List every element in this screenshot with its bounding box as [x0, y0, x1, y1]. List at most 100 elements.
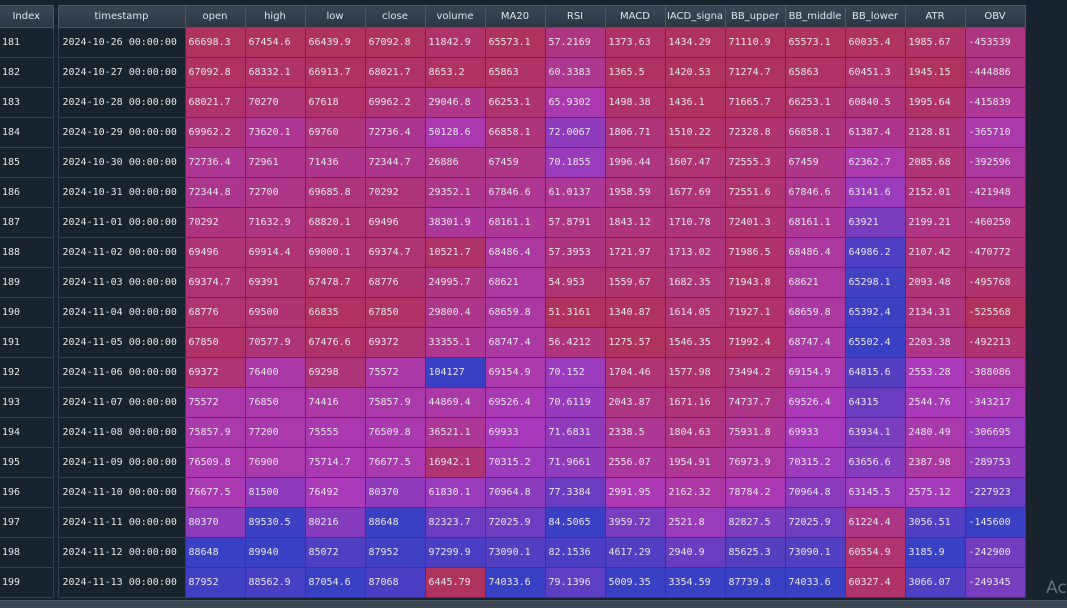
- cell-high[interactable]: 67454.6: [244, 27, 306, 58]
- cell-bb-lower[interactable]: 64315: [844, 387, 906, 418]
- cell-low[interactable]: 69000.1: [304, 237, 366, 268]
- cell-close[interactable]: 72344.7: [364, 147, 426, 178]
- cell-ma20[interactable]: 73090.1: [484, 537, 546, 568]
- row-index[interactable]: 187: [0, 207, 54, 238]
- row-index[interactable]: 194: [0, 417, 54, 448]
- cell-close[interactable]: 76509.8: [364, 417, 426, 448]
- column-header-open[interactable]: open: [184, 5, 246, 28]
- cell-bb-upper[interactable]: 82827.5: [724, 507, 786, 538]
- cell-macd[interactable]: 5009.35: [604, 567, 666, 598]
- column-header-index[interactable]: Index: [0, 5, 54, 28]
- cell-rsi[interactable]: 79.1396: [544, 567, 606, 598]
- row-index[interactable]: 185: [0, 147, 54, 178]
- column-header-timestamp[interactable]: timestamp: [57, 5, 186, 28]
- cell-high[interactable]: 72961: [244, 147, 306, 178]
- cell-ma20[interactable]: 74033.6: [484, 567, 546, 598]
- cell-atr[interactable]: 2152.01: [904, 177, 966, 208]
- cell-high[interactable]: 71632.9: [244, 207, 306, 238]
- cell-bb-lower[interactable]: 61387.4: [844, 117, 906, 148]
- cell-bb-upper[interactable]: 85625.3: [724, 537, 786, 568]
- cell-open[interactable]: 76677.5: [184, 477, 246, 508]
- cell-low[interactable]: 69760: [304, 117, 366, 148]
- cell-close[interactable]: 68776: [364, 267, 426, 298]
- cell-open[interactable]: 67092.8: [184, 57, 246, 88]
- cell-obv[interactable]: -242900: [964, 537, 1026, 568]
- cell-timestamp[interactable]: 2024-11-04 00:00:00: [57, 297, 186, 328]
- cell-iacd-signa[interactable]: 3354.59: [664, 567, 726, 598]
- cell-ma20[interactable]: 68659.8: [484, 297, 546, 328]
- cell-iacd-signa[interactable]: 1546.35: [664, 327, 726, 358]
- cell-iacd-signa[interactable]: 1713.02: [664, 237, 726, 268]
- cell-bb-upper[interactable]: 72328.8: [724, 117, 786, 148]
- cell-bb-middle[interactable]: 65573.1: [784, 27, 846, 58]
- cell-bb-middle[interactable]: 67459: [784, 147, 846, 178]
- cell-volume[interactable]: 50128.6: [424, 117, 486, 148]
- column-header-ma20[interactable]: MA20: [484, 5, 546, 28]
- cell-macd[interactable]: 2991.95: [604, 477, 666, 508]
- cell-open[interactable]: 72344.8: [184, 177, 246, 208]
- cell-obv[interactable]: -444886: [964, 57, 1026, 88]
- cell-ma20[interactable]: 65863: [484, 57, 546, 88]
- cell-macd[interactable]: 1373.63: [604, 27, 666, 58]
- cell-bb-middle[interactable]: 68161.1: [784, 207, 846, 238]
- cell-bb-lower[interactable]: 60554.9: [844, 537, 906, 568]
- cell-bb-middle[interactable]: 70315.2: [784, 447, 846, 478]
- column-header-bb-middle[interactable]: BB_middle: [784, 5, 846, 28]
- cell-atr[interactable]: 2544.76: [904, 387, 966, 418]
- cell-obv[interactable]: -421948: [964, 177, 1026, 208]
- cell-bb-lower[interactable]: 63934.1: [844, 417, 906, 448]
- cell-low[interactable]: 67476.6: [304, 327, 366, 358]
- cell-ma20[interactable]: 66253.1: [484, 87, 546, 118]
- row-index[interactable]: 182: [0, 57, 54, 88]
- cell-obv[interactable]: -470772: [964, 237, 1026, 268]
- cell-high[interactable]: 72700: [244, 177, 306, 208]
- row-index[interactable]: 191: [0, 327, 54, 358]
- cell-close[interactable]: 69962.2: [364, 87, 426, 118]
- cell-iacd-signa[interactable]: 1710.78: [664, 207, 726, 238]
- cell-open[interactable]: 87952: [184, 567, 246, 598]
- row-index[interactable]: 199: [0, 567, 54, 598]
- cell-volume[interactable]: 36521.1: [424, 417, 486, 448]
- cell-atr[interactable]: 2085.68: [904, 147, 966, 178]
- cell-bb-middle[interactable]: 74033.6: [784, 567, 846, 598]
- cell-bb-lower[interactable]: 60451.3: [844, 57, 906, 88]
- cell-macd[interactable]: 1843.12: [604, 207, 666, 238]
- cell-timestamp[interactable]: 2024-11-05 00:00:00: [57, 327, 186, 358]
- cell-bb-upper[interactable]: 74737.7: [724, 387, 786, 418]
- cell-ma20[interactable]: 68747.4: [484, 327, 546, 358]
- cell-obv[interactable]: -306695: [964, 417, 1026, 448]
- cell-rsi[interactable]: 54.953: [544, 267, 606, 298]
- cell-ma20[interactable]: 68161.1: [484, 207, 546, 238]
- cell-low[interactable]: 68820.1: [304, 207, 366, 238]
- cell-obv[interactable]: -343217: [964, 387, 1026, 418]
- cell-high[interactable]: 70577.9: [244, 327, 306, 358]
- column-header-iacd-signa[interactable]: IACD_signa: [664, 5, 726, 28]
- cell-atr[interactable]: 2107.42: [904, 237, 966, 268]
- cell-obv[interactable]: -460250: [964, 207, 1026, 238]
- cell-bb-middle[interactable]: 66858.1: [784, 117, 846, 148]
- cell-bb-middle[interactable]: 72025.9: [784, 507, 846, 538]
- cell-bb-upper[interactable]: 71992.4: [724, 327, 786, 358]
- cell-atr[interactable]: 2553.28: [904, 357, 966, 388]
- cell-timestamp[interactable]: 2024-11-12 00:00:00: [57, 537, 186, 568]
- cell-obv[interactable]: -289753: [964, 447, 1026, 478]
- cell-timestamp[interactable]: 2024-10-28 00:00:00: [57, 87, 186, 118]
- cell-atr[interactable]: 1995.64: [904, 87, 966, 118]
- cell-timestamp[interactable]: 2024-11-09 00:00:00: [57, 447, 186, 478]
- cell-atr[interactable]: 1985.67: [904, 27, 966, 58]
- cell-iacd-signa[interactable]: 2162.32: [664, 477, 726, 508]
- cell-atr[interactable]: 1945.15: [904, 57, 966, 88]
- column-splitter[interactable]: [53, 5, 58, 28]
- cell-macd[interactable]: 1996.44: [604, 147, 666, 178]
- cell-bb-middle[interactable]: 69933: [784, 417, 846, 448]
- cell-iacd-signa[interactable]: 1682.35: [664, 267, 726, 298]
- cell-macd[interactable]: 1721.97: [604, 237, 666, 268]
- cell-bb-middle[interactable]: 68621: [784, 267, 846, 298]
- cell-close[interactable]: 87952: [364, 537, 426, 568]
- cell-iacd-signa[interactable]: 2940.9: [664, 537, 726, 568]
- cell-rsi[interactable]: 57.8791: [544, 207, 606, 238]
- cell-bb-upper[interactable]: 71665.7: [724, 87, 786, 118]
- cell-macd[interactable]: 1559.67: [604, 267, 666, 298]
- cell-obv[interactable]: -392596: [964, 147, 1026, 178]
- cell-open[interactable]: 66698.3: [184, 27, 246, 58]
